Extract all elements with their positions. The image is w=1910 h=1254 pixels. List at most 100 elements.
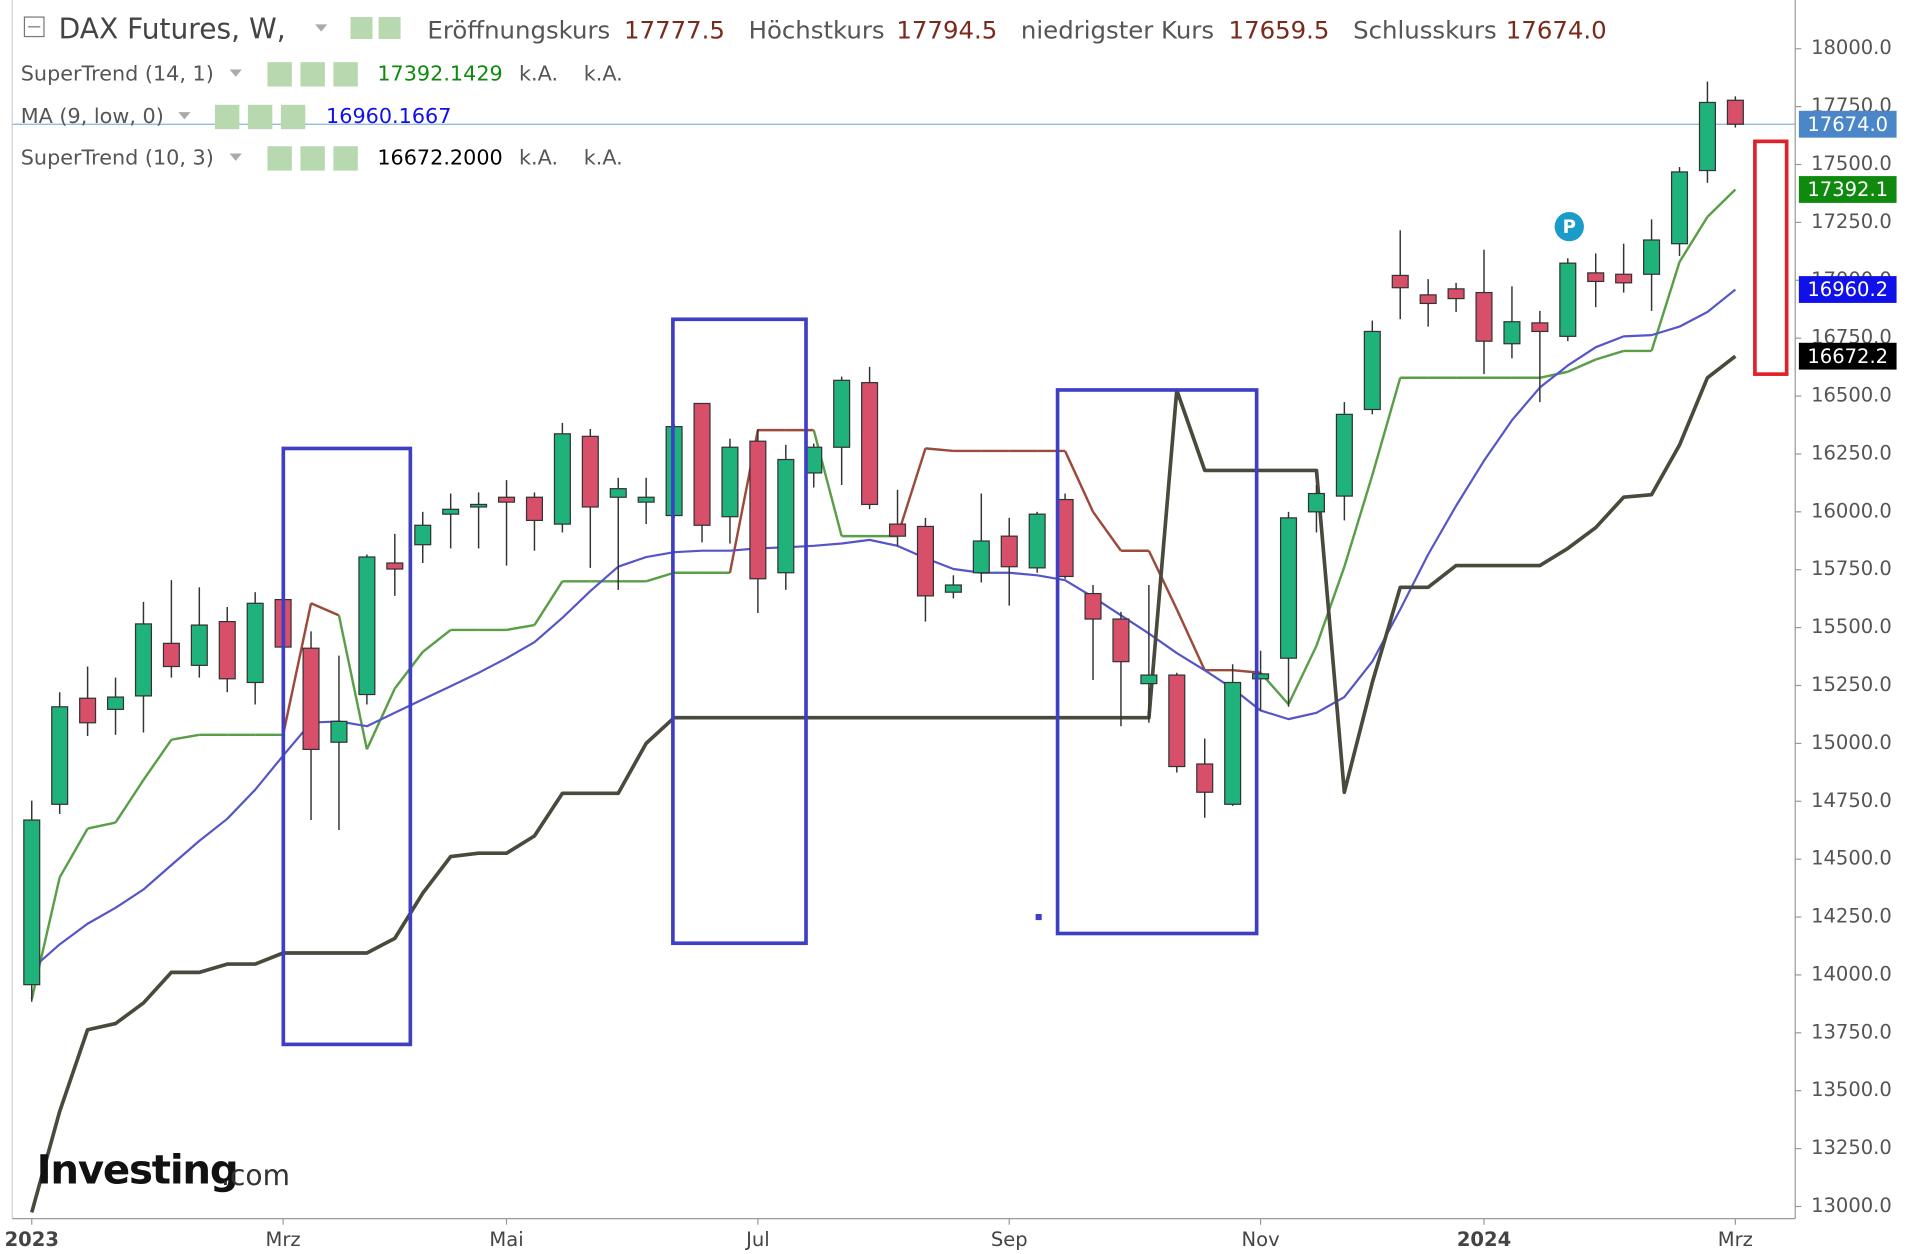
y-tick-label: 14250.0: [1811, 905, 1892, 928]
candle-body: [1056, 498, 1074, 578]
indicator-segment: [1343, 474, 1374, 568]
candle-body: [972, 540, 990, 574]
ohlc-label: niedrigster Kurs: [1021, 16, 1214, 45]
remove-icon[interactable]: [333, 62, 358, 87]
indicator-segment: [533, 580, 564, 626]
settings-icon[interactable]: [300, 62, 325, 87]
candle-body: [1307, 492, 1325, 513]
candle-body: [106, 696, 125, 710]
price-tag: [1798, 276, 1897, 303]
candle-body: [693, 402, 711, 526]
indicator-segment: [1175, 608, 1206, 671]
settings-icon[interactable]: [378, 17, 401, 39]
dropdown-caret[interactable]: [315, 24, 328, 32]
indicator-segment: [1092, 511, 1122, 552]
candle-body: [442, 508, 460, 515]
visibility-icon[interactable]: [267, 62, 292, 87]
dropdown-caret[interactable]: [229, 153, 242, 161]
candle-body: [1279, 517, 1298, 659]
legend-value: 16960.1667: [326, 104, 451, 128]
y-tick-label: 14500.0: [1811, 847, 1892, 870]
candle-body: [162, 642, 180, 668]
indicator-segment: [645, 571, 675, 583]
legend-name: SuperTrend (10, 3): [21, 145, 214, 169]
y-tick-label: 14750.0: [1811, 789, 1892, 812]
candle-body: [1503, 321, 1521, 345]
ohlc-value: 17794.5: [896, 16, 997, 45]
ohlc-label: Höchstkurs: [749, 16, 885, 45]
ohlc-label: Eröffnungskurs: [427, 16, 610, 45]
candle-body: [888, 523, 907, 537]
visibility-icon[interactable]: [267, 146, 292, 171]
candle-body: [1084, 592, 1102, 620]
candle-body: [218, 620, 236, 680]
candle-body: [1224, 681, 1242, 805]
candle-body: [805, 446, 823, 474]
y-tick-label: 13250.0: [1811, 1136, 1892, 1159]
dropdown-caret[interactable]: [178, 112, 191, 120]
ohlc-value: 17674.0: [1506, 16, 1607, 45]
indicator-segment: [506, 623, 535, 632]
candle-body: [330, 720, 348, 743]
collapse-icon[interactable]: [23, 16, 45, 38]
remove-icon[interactable]: [333, 146, 358, 171]
indicator-segment: [87, 821, 116, 830]
indicator-segment: [1650, 261, 1681, 352]
candle-body: [553, 433, 571, 525]
indicator-segment: [421, 628, 452, 653]
candle-body: [1615, 273, 1633, 284]
indicator-segment: [1539, 370, 1569, 379]
indicator-segment: [142, 738, 173, 781]
visibility-icon[interactable]: [350, 17, 373, 39]
candle-body: [1475, 291, 1493, 342]
x-tick-label: Mai: [489, 1228, 523, 1251]
indicator-segment: [1147, 550, 1178, 610]
y-tick-label: 13750.0: [1811, 1020, 1892, 1043]
price-tag: [1798, 176, 1897, 203]
settings-icon[interactable]: [247, 104, 273, 130]
visibility-icon[interactable]: [214, 104, 240, 130]
ohlc-value: 17777.5: [624, 16, 725, 45]
indicator-segment: [310, 602, 340, 617]
indicator-segment: [1567, 358, 1597, 373]
candle-body: [1419, 294, 1437, 305]
candle-body: [1698, 101, 1716, 172]
indicator-segment: [114, 779, 145, 824]
candle-body: [581, 435, 599, 508]
candle-body: [1028, 513, 1046, 569]
x-tick-label: Mrz: [266, 1228, 301, 1251]
y-tick-label: 17250.0: [1811, 210, 1892, 233]
indicator-segment: [281, 603, 313, 736]
y-tick-label: 15500.0: [1811, 615, 1892, 638]
legend-value: k.A.: [584, 145, 623, 169]
y-tick-label: 18000.0: [1811, 36, 1892, 59]
candle-body: [1670, 171, 1689, 245]
price-tag: [1798, 110, 1897, 138]
indicator-segment: [896, 448, 927, 537]
candle-body: [51, 706, 69, 805]
candle-body: [777, 458, 795, 574]
x-tick-label: Mrz: [1718, 1228, 1753, 1251]
settings-icon[interactable]: [300, 146, 325, 171]
dropdown-caret[interactable]: [229, 69, 242, 77]
x-tick-label: Sep: [991, 1228, 1028, 1251]
marker-label: P: [1563, 217, 1576, 238]
chart-title: DAX Futures, W,: [59, 12, 286, 45]
indicator-segment: [1287, 645, 1318, 705]
remove-icon[interactable]: [280, 104, 306, 130]
candle-body: [1559, 262, 1577, 337]
candle-body: [1252, 673, 1270, 680]
candle-body: [1112, 618, 1130, 663]
legend-name: SuperTrend (14, 1): [21, 61, 214, 85]
indicator-segment: [337, 615, 369, 750]
legend-value: 16672.2000: [377, 145, 502, 169]
indicator-segment: [1315, 566, 1346, 647]
candle-body: [1196, 763, 1214, 793]
x-tick-label: Nov: [1242, 1228, 1280, 1251]
candle-body: [23, 819, 41, 986]
legend-value: k.A.: [519, 61, 558, 85]
candle-body: [1531, 322, 1549, 333]
candle-body: [302, 647, 320, 751]
indicator-segment: [1706, 188, 1737, 218]
